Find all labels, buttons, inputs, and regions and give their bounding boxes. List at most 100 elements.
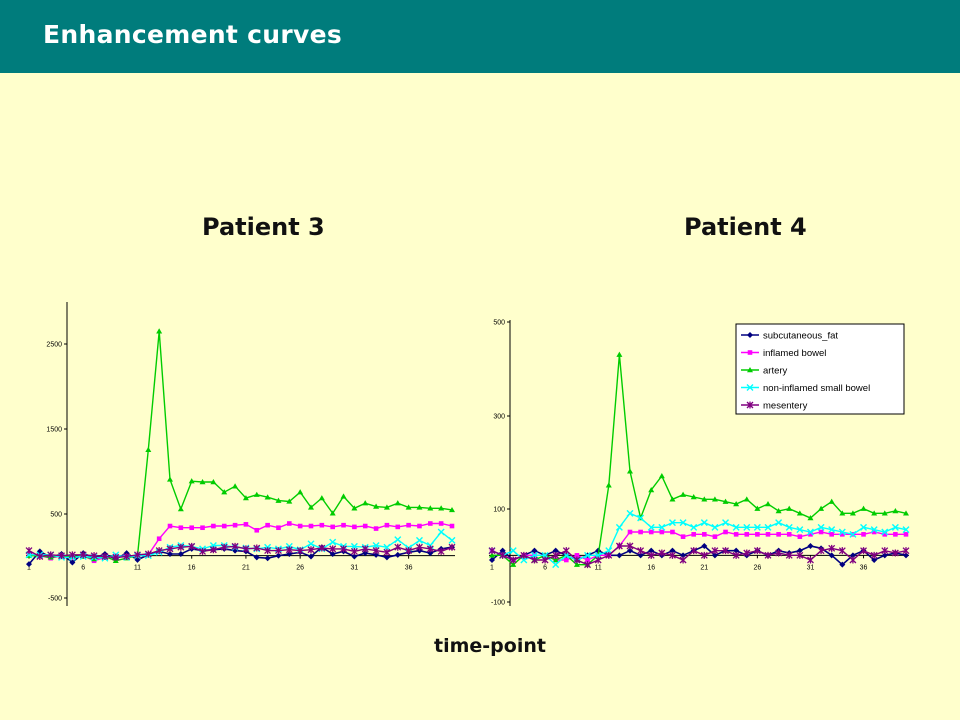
p3-x-tick-label: 6: [81, 565, 85, 572]
p4-point-mesentery: [637, 547, 645, 555]
p4-legend-label-subcutaneous-fat: subcutaneous_fat: [763, 331, 838, 342]
p4-point-non-inflamed-small-bowel: [891, 523, 899, 531]
p3-point-inflamed-bowel: [232, 522, 238, 528]
p4-point-non-inflamed-small-bowel: [796, 526, 804, 534]
p3-point-artery: [199, 479, 206, 485]
p4-point-inflamed-bowel: [574, 553, 580, 558]
p3-point-artery: [373, 503, 380, 509]
p3-x-tick-label: 31: [350, 565, 358, 572]
p4-legend: subcutaneous_fat inflamed bowel artery non-…: [735, 323, 905, 415]
p4-point-non-inflamed-small-bowel: [637, 514, 645, 522]
p4-point-inflamed-bowel: [691, 532, 696, 537]
header-bar: Enhancement curves: [0, 0, 960, 73]
p4-point-mesentery: [552, 551, 560, 559]
p4-y-tick-label: 500: [493, 320, 505, 327]
p3-point-subcutaneous-fat: [177, 550, 184, 557]
x-axis-label: time-point: [434, 635, 546, 657]
p4-point-artery: [701, 496, 708, 502]
p4-legend-marker-inflamed-bowel: [747, 350, 753, 355]
p4-point-inflamed-bowel: [627, 529, 633, 535]
p4-point-inflamed-bowel: [893, 532, 898, 537]
p4-point-artery: [892, 508, 899, 514]
p4-point-subcutaneous-fat: [839, 561, 846, 568]
p3-point-subcutaneous-fat: [351, 553, 358, 560]
p4-legend-label-mesentery: mesentery: [763, 401, 808, 412]
p4-point-mesentery: [711, 547, 719, 555]
p3-point-inflamed-bowel: [308, 523, 314, 529]
p4-point-mesentery: [838, 547, 846, 555]
p3-point-mesentery: [209, 546, 217, 554]
p4-point-artery: [818, 505, 825, 511]
p4-point-subcutaneous-fat: [903, 552, 909, 559]
p3-point-non-inflamed-small-bowel: [437, 528, 445, 536]
p3-point-mesentery: [405, 547, 413, 555]
p4-point-artery: [489, 552, 495, 558]
p4-point-artery: [510, 561, 517, 567]
p4-point-mesentery: [764, 551, 772, 559]
p3-point-artery: [242, 495, 249, 501]
p3-point-inflamed-bowel: [297, 523, 303, 529]
p3-x-tick-label: 21: [242, 565, 250, 572]
p3-point-non-inflamed-small-bowel: [383, 543, 391, 551]
p4-point-non-inflamed-small-bowel: [817, 523, 825, 531]
p3-point-subcutaneous-fat: [167, 550, 173, 557]
p3-point-subcutaneous-fat: [394, 551, 401, 558]
p3-point-mesentery: [123, 553, 131, 561]
p4-point-non-inflamed-small-bowel: [615, 523, 623, 531]
p4-point-artery: [807, 515, 814, 521]
p3-point-artery: [329, 510, 336, 516]
p4-point-mesentery: [562, 547, 570, 555]
p4-point-inflamed-bowel: [776, 532, 781, 537]
p4-point-non-inflamed-small-bowel: [584, 551, 592, 559]
p4-line-mesentery: [491, 545, 907, 566]
p4-point-subcutaneous-fat: [711, 552, 718, 559]
p4-point-artery: [860, 505, 867, 511]
p4-point-mesentery: [902, 547, 910, 555]
p4-point-non-inflamed-small-bowel: [700, 519, 708, 527]
p3-point-inflamed-bowel: [438, 521, 444, 526]
p4-point-subcutaneous-fat: [871, 557, 878, 563]
p4-point-subcutaneous-fat: [637, 552, 644, 559]
p3-point-mesentery: [101, 553, 109, 561]
p4-point-subcutaneous-fat: [796, 547, 803, 554]
p4-point-artery: [711, 496, 718, 502]
p3-point-artery: [286, 498, 293, 504]
p4-point-mesentery: [870, 551, 878, 559]
p3-point-subcutaneous-fat: [362, 550, 369, 557]
p4-point-inflamed-bowel: [797, 534, 803, 539]
p4-point-non-inflamed-small-bowel: [849, 530, 857, 538]
p3-point-mesentery: [166, 545, 174, 553]
p3-point-artery: [351, 505, 358, 511]
p3-point-subcutaneous-fat: [373, 551, 380, 558]
p3-point-mesentery: [36, 553, 44, 561]
p3-point-inflamed-bowel: [352, 524, 357, 530]
p3-point-artery: [318, 495, 325, 501]
p3-point-inflamed-bowel: [384, 522, 390, 528]
p3-point-artery: [167, 476, 173, 482]
p3-point-mesentery: [329, 545, 337, 553]
p4-point-non-inflamed-small-bowel: [711, 523, 719, 531]
p4-x-tick-label: 16: [647, 564, 655, 571]
p3-point-inflamed-bowel: [254, 527, 260, 533]
p4-point-non-inflamed-small-bowel: [828, 526, 836, 534]
p4-point-non-inflamed-small-bowel: [881, 528, 889, 536]
p3-point-mesentery: [47, 551, 55, 559]
p4-point-mesentery: [817, 547, 825, 555]
p3-point-artery: [405, 504, 412, 510]
p3-y-tick-label: 2500: [46, 342, 62, 349]
p3-point-non-inflamed-small-bowel: [350, 542, 358, 550]
p4-x-tick-label: 21: [700, 564, 708, 571]
p4-point-mesentery: [626, 542, 634, 550]
p3-point-artery: [362, 500, 369, 506]
p4-point-inflamed-bowel: [755, 532, 760, 537]
p4-point-subcutaneous-fat: [499, 547, 506, 554]
p3-point-mesentery: [448, 543, 456, 551]
p4-point-artery: [765, 501, 771, 507]
p4-point-inflamed-bowel: [712, 534, 718, 539]
p3-point-inflamed-bowel: [373, 526, 379, 531]
p4-legend-marker-subcutaneous-fat: [747, 332, 753, 338]
p4-point-non-inflamed-small-bowel: [806, 528, 814, 536]
p3-point-inflamed-bowel: [265, 522, 270, 528]
p4-x-tick-label: 11: [595, 564, 602, 571]
